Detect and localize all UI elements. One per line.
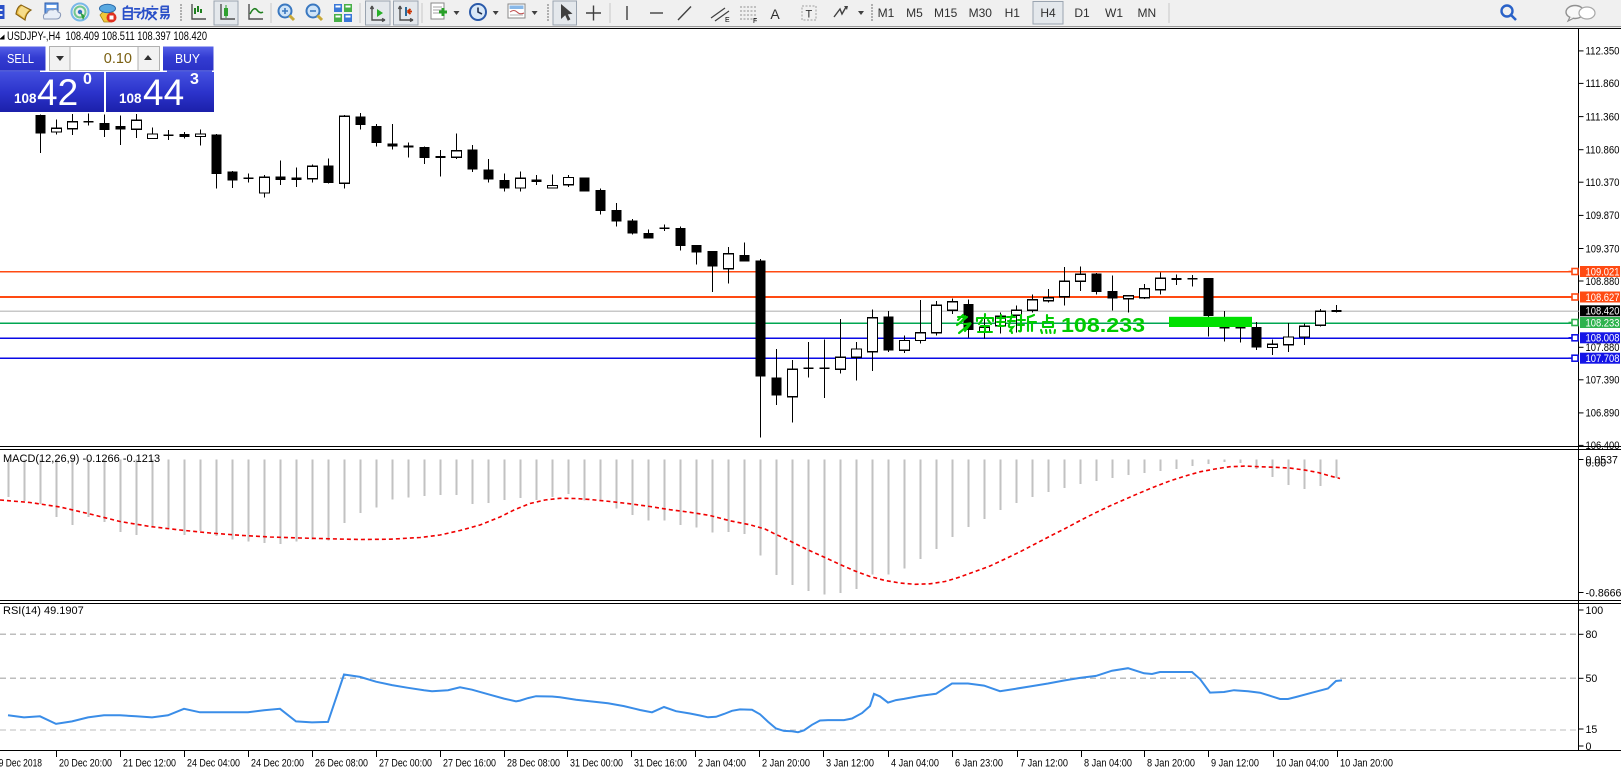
svg-text:0.00: 0.00 xyxy=(1586,458,1607,470)
svg-text:6 Jan 23:00: 6 Jan 23:00 xyxy=(955,758,1003,770)
svg-text:BUY: BUY xyxy=(175,51,200,66)
svg-text:42: 42 xyxy=(37,72,78,113)
svg-text:100: 100 xyxy=(1586,605,1604,617)
svg-text:W1: W1 xyxy=(1105,6,1123,20)
svg-text:0.10: 0.10 xyxy=(104,51,132,67)
svg-text:M5: M5 xyxy=(906,6,923,20)
svg-text:3: 3 xyxy=(190,71,199,88)
svg-text:109.870: 109.870 xyxy=(1586,210,1620,222)
svg-text:4 Jan 04:00: 4 Jan 04:00 xyxy=(891,758,939,770)
svg-text:10 Jan 04:00: 10 Jan 04:00 xyxy=(1276,758,1329,770)
svg-text:110.370: 110.370 xyxy=(1586,177,1620,189)
svg-text:107.390: 107.390 xyxy=(1586,375,1620,387)
svg-text:109.370: 109.370 xyxy=(1586,243,1620,255)
svg-text:108: 108 xyxy=(14,91,37,106)
svg-text:2 Jan 20:00: 2 Jan 20:00 xyxy=(762,758,810,770)
svg-text:21 Dec 12:00: 21 Dec 12:00 xyxy=(123,758,176,770)
svg-text:24 Dec 20:00: 24 Dec 20:00 xyxy=(251,758,304,770)
svg-text:44: 44 xyxy=(143,72,184,113)
svg-text:28 Dec 08:00: 28 Dec 08:00 xyxy=(507,758,560,770)
svg-text:D1: D1 xyxy=(1074,6,1090,20)
svg-text:20 Dec 20:00: 20 Dec 20:00 xyxy=(59,758,112,770)
svg-text:31 Dec 16:00: 31 Dec 16:00 xyxy=(634,758,687,770)
svg-text:H1: H1 xyxy=(1005,6,1021,20)
svg-text:80: 80 xyxy=(1586,629,1598,641)
svg-text:8 Jan 04:00: 8 Jan 04:00 xyxy=(1084,758,1132,770)
svg-text:111.360: 111.360 xyxy=(1586,111,1620,123)
svg-text:T: T xyxy=(806,9,813,21)
svg-text:RSI(14) 49.1907: RSI(14) 49.1907 xyxy=(3,605,84,617)
svg-text:111.860: 111.860 xyxy=(1586,78,1620,90)
svg-text:50: 50 xyxy=(1586,673,1598,685)
svg-text:110.860: 110.860 xyxy=(1586,145,1620,157)
svg-text:106.400: 106.400 xyxy=(1586,440,1620,452)
svg-text:108.627: 108.627 xyxy=(1586,292,1620,304)
svg-text:9 Jan 12:00: 9 Jan 12:00 xyxy=(1211,758,1259,770)
svg-text:108.233: 108.233 xyxy=(1061,315,1145,337)
svg-text:108.008: 108.008 xyxy=(1586,333,1620,345)
svg-text:M30: M30 xyxy=(969,6,993,20)
svg-text:108.233: 108.233 xyxy=(1586,317,1620,329)
svg-text:2 Jan 04:00: 2 Jan 04:00 xyxy=(698,758,746,770)
svg-text:10 Jan 20:00: 10 Jan 20:00 xyxy=(1340,758,1393,770)
svg-text:31 Dec 00:00: 31 Dec 00:00 xyxy=(570,758,623,770)
svg-text:M15: M15 xyxy=(934,6,958,20)
svg-text:MN: MN xyxy=(1137,6,1156,20)
svg-text:19 Dec 2018: 19 Dec 2018 xyxy=(0,758,42,770)
svg-text:USDJPY-,H4 108.409 108.511 10: USDJPY-,H4 108.409 108.511 108.397 108.4… xyxy=(7,31,207,43)
svg-text:108: 108 xyxy=(119,91,142,106)
svg-text:106.890: 106.890 xyxy=(1586,408,1620,420)
svg-text:26 Dec 08:00: 26 Dec 08:00 xyxy=(315,758,368,770)
svg-text:112.350: 112.350 xyxy=(1586,46,1620,58)
svg-text:27 Dec 16:00: 27 Dec 16:00 xyxy=(443,758,496,770)
svg-text:F: F xyxy=(753,18,757,25)
svg-text:108.420: 108.420 xyxy=(1586,306,1620,318)
svg-text:E: E xyxy=(725,17,730,24)
svg-text:24 Dec 04:00: 24 Dec 04:00 xyxy=(187,758,240,770)
svg-text:0: 0 xyxy=(83,71,92,88)
svg-text:8 Jan 20:00: 8 Jan 20:00 xyxy=(1147,758,1195,770)
svg-text:109.021: 109.021 xyxy=(1586,266,1620,278)
svg-text:0: 0 xyxy=(1586,741,1592,753)
svg-text:A: A xyxy=(770,6,780,22)
svg-text:15: 15 xyxy=(1586,724,1598,736)
svg-text:H4: H4 xyxy=(1040,6,1056,20)
svg-text:3 Jan 12:00: 3 Jan 12:00 xyxy=(826,758,874,770)
svg-text:-0.8666: -0.8666 xyxy=(1586,587,1621,599)
svg-text:SELL: SELL xyxy=(7,51,34,66)
svg-text:M1: M1 xyxy=(878,6,895,20)
svg-text:MACD(12,26,9) -0.1266 -0.1213: MACD(12,26,9) -0.1266 -0.1213 xyxy=(3,453,160,465)
svg-text:7 Jan 12:00: 7 Jan 12:00 xyxy=(1020,758,1068,770)
svg-text:107.708: 107.708 xyxy=(1586,353,1620,365)
svg-text:27 Dec 00:00: 27 Dec 00:00 xyxy=(379,758,432,770)
